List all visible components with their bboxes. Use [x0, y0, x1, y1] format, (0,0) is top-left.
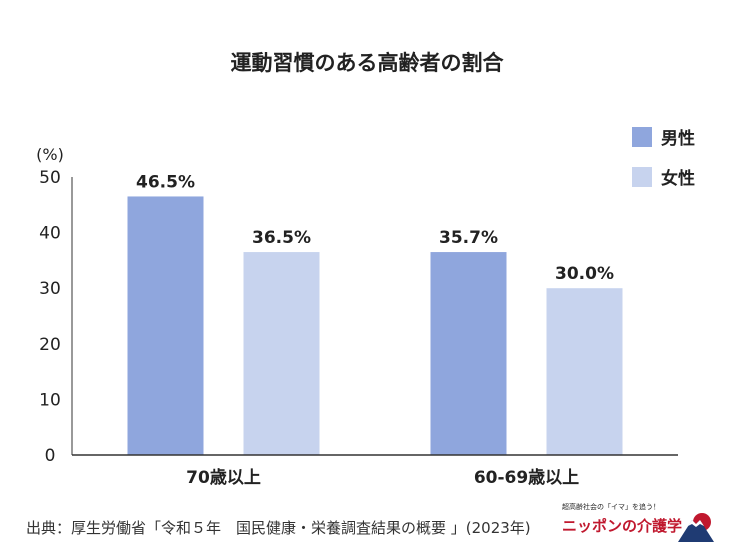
logo-name: ニッポンの介護学: [562, 517, 683, 535]
data-label: 35.7%: [439, 228, 498, 248]
bars: [127, 196, 623, 455]
mount-fuji-icon: [678, 513, 714, 542]
logo-tagline: 超高齢社会の「イマ」を追う！: [562, 503, 660, 511]
bar: [546, 288, 623, 455]
data-label: 36.5%: [252, 228, 311, 248]
legend-label: 女性: [661, 168, 695, 189]
bar: [127, 196, 204, 455]
data-label: 46.5%: [136, 172, 195, 192]
y-tick-label: 10: [39, 390, 61, 410]
data-labels: 46.5% 36.5% 35.7% 30.0%: [136, 172, 614, 284]
data-label: 30.0%: [555, 264, 614, 284]
legend-label: 男性: [661, 128, 695, 149]
bar: [430, 252, 507, 455]
y-tick-label: 50: [39, 168, 61, 188]
bar: [243, 252, 320, 455]
brand-logo: 超高齢社会の「イマ」を追う！ ニッポンの介護学: [562, 502, 722, 548]
y-tick-label: 0: [45, 446, 56, 466]
y-tick-label: 30: [39, 279, 61, 299]
x-axis-categories: 70歳以上 60-69歳以上: [186, 467, 579, 488]
y-tick-label: 40: [39, 224, 61, 244]
legend-swatch: [632, 167, 652, 187]
y-axis-unit: (%): [36, 145, 64, 164]
x-category-label: 60-69歳以上: [474, 467, 579, 488]
x-category-label: 70歳以上: [186, 467, 261, 488]
source-note: 出典：厚生労働省「令和５年 国民健康・栄養調査結果の概要 」(2023年): [26, 519, 531, 537]
y-tick-label: 20: [39, 335, 61, 355]
y-axis-ticks: 0 10 20 30 40 50: [39, 168, 61, 466]
legend-swatch: [632, 127, 652, 147]
chart-title: 運動習慣のある高齢者の割合: [231, 51, 505, 75]
